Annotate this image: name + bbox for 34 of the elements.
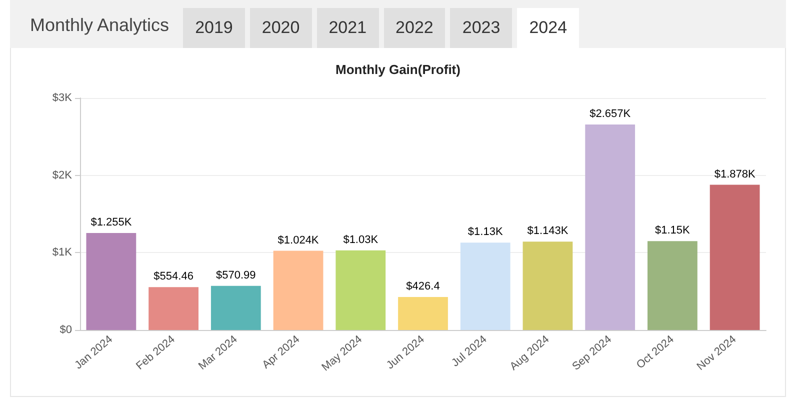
y-tick-label: $0 xyxy=(60,324,72,336)
data-label: $2.657K xyxy=(590,108,632,120)
data-label: $1.024K xyxy=(278,234,320,246)
text: 2022 xyxy=(384,8,446,48)
bar xyxy=(86,232,136,330)
bar xyxy=(336,250,386,330)
text: 2024 xyxy=(517,8,580,48)
y-tick-label: $3K xyxy=(52,92,73,104)
chart-title: Monthly Analytics xyxy=(29,15,170,37)
text: 2019 xyxy=(183,8,245,48)
data-label: $426.4 xyxy=(406,280,440,293)
chart-subtitle: Monthly Gain(Profit) xyxy=(336,62,460,77)
bar xyxy=(522,242,573,330)
data-label: $570.99 xyxy=(216,269,256,282)
text: 2020 xyxy=(250,8,312,48)
bar xyxy=(273,250,324,330)
data-label: $1.13K xyxy=(468,226,504,238)
data-label: $1.878K xyxy=(714,168,756,180)
bar xyxy=(148,287,198,330)
data-label: $1.03K xyxy=(343,234,379,246)
bar xyxy=(460,242,510,330)
data-label: $1.255K xyxy=(90,216,132,228)
bar xyxy=(648,241,698,330)
y-tick-label: $1K xyxy=(52,246,73,259)
text: 2021 xyxy=(316,8,379,48)
text: 2023 xyxy=(450,8,512,48)
bar xyxy=(585,124,636,330)
data-label: $1.15K xyxy=(655,224,691,237)
data-label: $1.143K xyxy=(527,225,569,238)
y-tick-label: $2K xyxy=(52,169,73,182)
bar xyxy=(710,184,760,330)
data-label: $554.46 xyxy=(154,270,194,283)
bar xyxy=(398,297,448,330)
bar xyxy=(210,286,261,330)
